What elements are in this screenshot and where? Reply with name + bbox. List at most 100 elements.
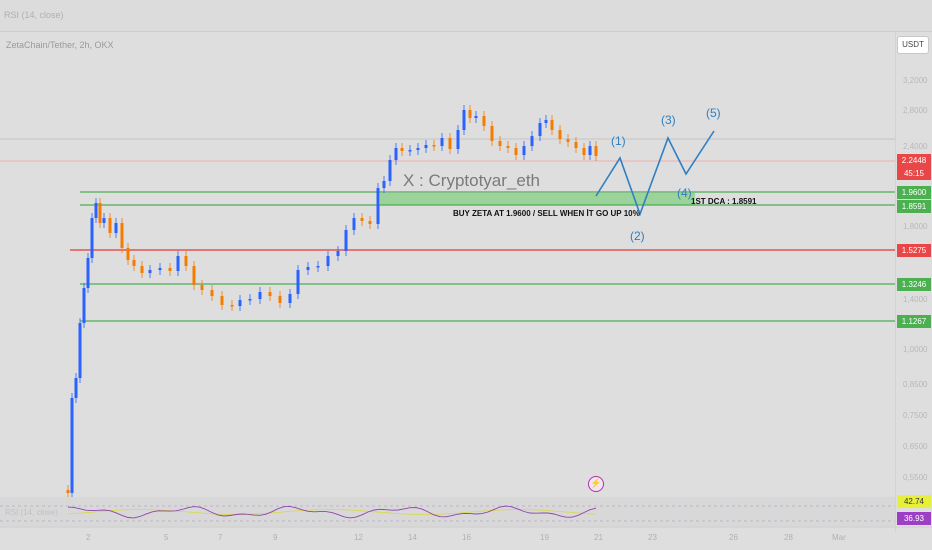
candle-body	[90, 218, 94, 258]
price-axis: 3,2000 2,8000 2,4000 1,8000 1,4000 1,000…	[903, 76, 928, 482]
top-indicator-strip: RSI (14, close)	[0, 0, 932, 32]
wave-label-3: (3)	[661, 113, 676, 127]
candle-body	[258, 292, 262, 299]
candle-body	[296, 270, 300, 294]
candle-body	[490, 126, 494, 141]
candlestick-series	[66, 105, 598, 498]
candle-body	[238, 300, 242, 306]
rsi-pane[interactable]	[0, 497, 895, 527]
lightning-icon[interactable]: ⚡	[588, 476, 604, 492]
candle-body	[400, 148, 404, 151]
wave-label-4: (4)	[677, 186, 692, 200]
price-tick: 0,5500	[903, 473, 928, 482]
candle-body	[558, 130, 562, 139]
candle-body	[594, 146, 598, 156]
candle-body	[388, 160, 392, 181]
candle-body	[588, 146, 592, 155]
currency-button[interactable]: USDT	[897, 36, 929, 54]
time-tick: 26	[729, 533, 738, 542]
candle-body	[416, 148, 420, 150]
candle-body	[70, 398, 74, 493]
candle-body	[66, 490, 70, 493]
time-tick: 14	[408, 533, 417, 542]
time-tick: 7	[218, 533, 223, 542]
time-axis: 2 5 7 9 12 14 16 19 21 23 26 28 Mar	[86, 533, 846, 542]
candle-body	[456, 130, 460, 149]
candle-body	[210, 290, 214, 296]
candle-body	[176, 256, 180, 271]
price-tick: 1,4000	[903, 295, 928, 304]
level-tag-1859: 1.8591	[897, 200, 931, 213]
candle-body	[184, 256, 188, 266]
candle-body	[140, 266, 144, 273]
price-tick: 2,4000	[903, 142, 928, 151]
watermark: X : Cryptotyar_eth	[403, 171, 540, 190]
candle-body	[498, 141, 502, 146]
candle-body	[74, 378, 78, 398]
rsi-ma-value-tag: 42.74	[897, 495, 931, 508]
buy-zone	[380, 193, 695, 205]
candle-body	[448, 138, 452, 149]
time-tick: 9	[273, 533, 278, 542]
level-tag-1325: 1.3246	[897, 278, 931, 291]
candle-body	[582, 148, 586, 155]
countdown-tag: 45:15	[897, 167, 931, 180]
level-tag-1527: 1.5275	[897, 244, 931, 257]
time-tick: 16	[462, 533, 471, 542]
rsi-value-tag: 36.93	[897, 512, 931, 525]
candle-body	[316, 266, 320, 268]
candle-body	[94, 203, 98, 218]
buy-annotation: BUY ZETA AT 1.9600 / SELL WHEN İT GO UP …	[453, 209, 640, 218]
wave-label-2: (2)	[630, 229, 645, 243]
candle-body	[230, 305, 234, 307]
candle-body	[544, 120, 548, 123]
candle-body	[440, 138, 444, 146]
candle-body	[514, 148, 518, 155]
candle-body	[424, 145, 428, 148]
price-tick: 0,8500	[903, 380, 928, 389]
dca-annotation: 1ST DCA : 1.8591	[691, 197, 757, 206]
symbol-title[interactable]: ZetaChain/Tether, 2h, OKX	[6, 40, 114, 50]
candle-body	[306, 267, 310, 270]
current-price-tag: 2.2448	[897, 154, 931, 167]
price-tick: 0,6500	[903, 442, 928, 451]
time-tick: 12	[354, 533, 363, 542]
candle-body	[550, 120, 554, 130]
candle-body	[102, 218, 106, 223]
candle-body	[98, 203, 102, 223]
candle-body	[408, 150, 412, 152]
candle-body	[394, 148, 398, 160]
candle-body	[268, 292, 272, 296]
price-tick: 1,0000	[903, 345, 928, 354]
rsi-line	[67, 505, 597, 519]
price-tick: 2,8000	[903, 106, 928, 115]
time-tick: 5	[164, 533, 169, 542]
price-axis-divider	[895, 32, 896, 532]
candle-body	[376, 188, 380, 224]
candle-body	[120, 223, 124, 248]
candle-body	[114, 223, 118, 233]
candle-body	[566, 139, 570, 142]
price-tick: 1,8000	[903, 222, 928, 231]
candle-body	[132, 260, 136, 266]
level-tag-1960: 1.9600	[897, 186, 931, 199]
time-tick: 21	[594, 533, 603, 542]
candle-body	[78, 323, 82, 378]
candle-body	[352, 218, 356, 230]
candle-body	[538, 123, 542, 136]
top-indicator-label: RSI (14, close)	[4, 10, 64, 20]
price-tick: 3,2000	[903, 76, 928, 85]
candle-body	[326, 256, 330, 266]
rsi-pane-label: RSI (14, close)	[5, 508, 58, 517]
candle-body	[126, 248, 130, 260]
candle-body	[200, 285, 204, 290]
wave-label-5: (5)	[706, 106, 721, 120]
candle-body	[288, 294, 292, 303]
candle-body	[248, 299, 252, 301]
candle-body	[360, 218, 364, 221]
elliott-wave-path	[595, 130, 715, 217]
candle-body	[482, 116, 486, 126]
rsi-ma-line	[67, 509, 597, 515]
